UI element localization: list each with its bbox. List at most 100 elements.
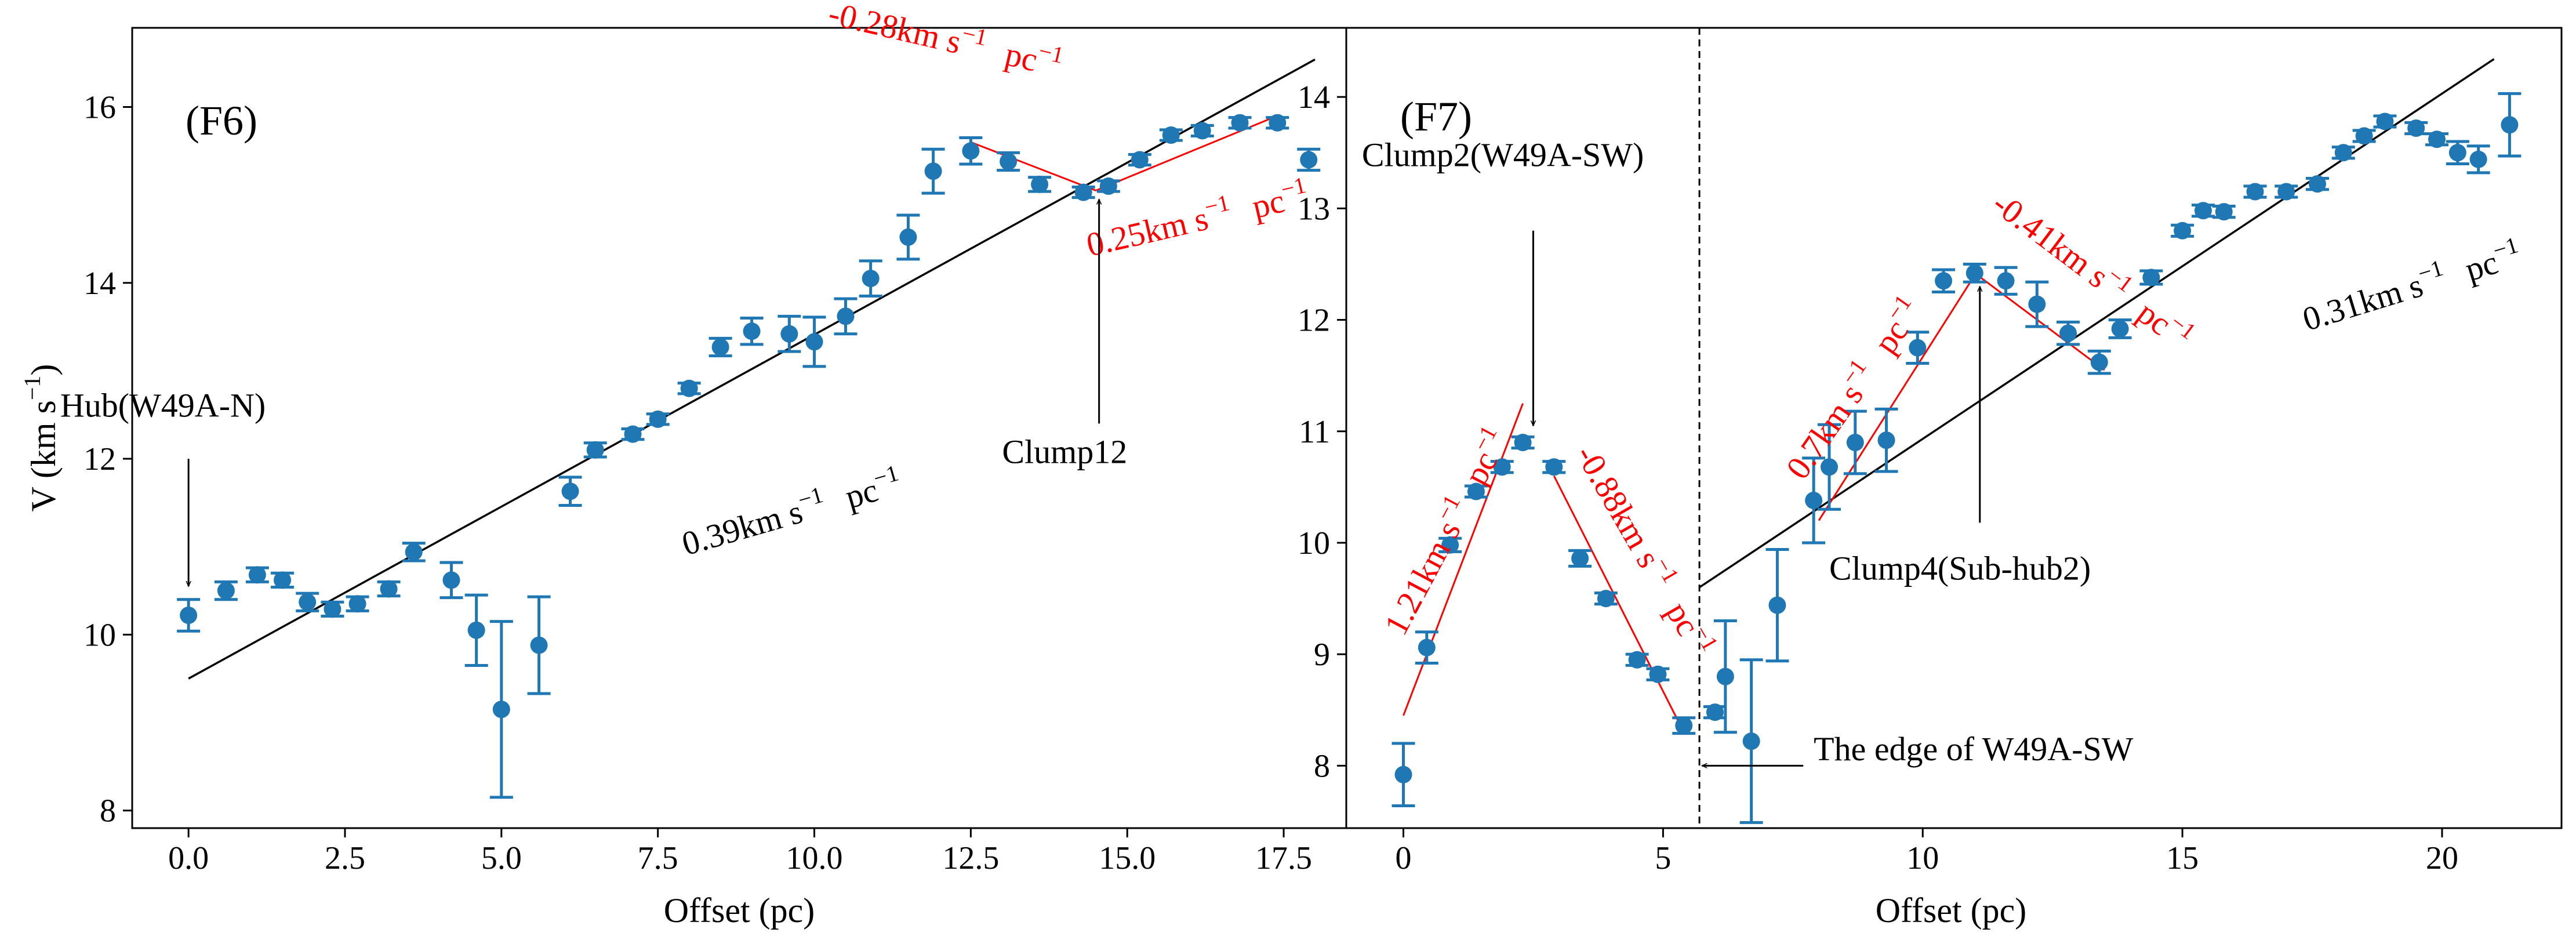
slope-unit-exponent: −1 [960, 20, 990, 50]
data-point [324, 600, 341, 618]
data-point [2028, 295, 2046, 313]
data-point [962, 142, 980, 160]
data-point [2174, 222, 2192, 240]
y-tick-label: 13 [1298, 191, 1330, 227]
slope-label: 0.39km s−1 pc−1 [677, 460, 906, 563]
panel-f7: Offset (pc) (F7) 0 5 10 15 20 8 9 10 11 12 13 14 1.2… [1298, 27, 2563, 930]
x-tick-label: 17.5 [1255, 840, 1312, 876]
data-point [1716, 667, 1734, 685]
data-point [1193, 122, 1211, 140]
data-point [2194, 202, 2212, 220]
axes-frame [131, 27, 1347, 829]
data-point [1571, 549, 1589, 567]
y-tick-label: 11 [1299, 414, 1330, 450]
data-point [1805, 491, 1823, 509]
data-point [2334, 144, 2352, 162]
x-tick-label: 10 [1906, 840, 1939, 876]
data-point [2501, 116, 2519, 134]
data-point [1597, 590, 1615, 608]
slope-unit-exponent: −1 [1036, 38, 1066, 68]
annotation-label: The edge of W49A-SW [1814, 730, 2134, 768]
data-point [1706, 703, 1724, 721]
data-point [180, 607, 198, 625]
x-axis-label: Offset (pc) [664, 891, 815, 930]
data-point [743, 322, 761, 340]
slope-value: 0.39km s [678, 492, 806, 563]
data-point [862, 270, 880, 288]
slope-label: -0.41km s−1pc−1 [1986, 180, 2201, 357]
data-point [2059, 324, 2077, 342]
data-point [1131, 151, 1149, 169]
data-point [1846, 433, 1864, 451]
fit-line-decline [970, 141, 1096, 191]
data-point [1877, 431, 1895, 449]
data-point [1493, 458, 1511, 476]
fit-line-rise-b [1818, 274, 1976, 521]
y-tick-label: 14 [1298, 79, 1330, 115]
data-point [1099, 177, 1117, 195]
slope-label: 0.31km s−1 pc−1 [2297, 231, 2526, 338]
data-point [1441, 536, 1459, 554]
x-axis-label: Offset (pc) [1876, 891, 2026, 930]
x-tick-label: 7.5 [638, 840, 678, 876]
data-point [1231, 114, 1249, 132]
data-point [1418, 638, 1436, 656]
fit-line-decline-b [1974, 272, 2105, 371]
data-point [2428, 130, 2446, 148]
y-tick-label: 12 [1298, 303, 1330, 339]
data-point [2215, 203, 2233, 221]
data-point [2246, 183, 2264, 201]
data-point [2355, 127, 2373, 145]
data-point [2142, 269, 2160, 286]
data-point [924, 162, 942, 180]
x-tick-label: 20 [2426, 840, 2458, 876]
slope-unit-pc: pc [1456, 445, 1505, 491]
x-tick-label: 0.0 [168, 840, 209, 876]
data-point [2469, 150, 2487, 168]
slope-value: 0.31km s [2298, 266, 2427, 338]
slope-label: 0.7km s−1pc−1 [1775, 290, 1930, 486]
data-point [1742, 732, 1760, 750]
axes-frame [1345, 27, 2563, 829]
y-tick-label: 10 [1298, 525, 1330, 561]
data-point [561, 482, 579, 500]
data-point [1000, 153, 1018, 170]
annotation-label: Clump2(W49A-SW) [1362, 136, 1644, 173]
y-tick-label: 9 [1314, 637, 1330, 673]
data-point [1628, 651, 1646, 669]
data-point [1467, 482, 1485, 500]
data-point [899, 228, 917, 246]
data-point [680, 379, 698, 397]
slope-unit-pc: pc [2131, 293, 2179, 343]
data-point [1394, 765, 1412, 783]
data-point [837, 307, 855, 325]
data-point [467, 621, 485, 639]
data-point [2111, 320, 2129, 338]
x-tick-label: 15.0 [1099, 840, 1156, 876]
fit-line-decline-a [1553, 475, 1685, 733]
data-point [1545, 458, 1563, 476]
data-point [1269, 114, 1287, 132]
data-point [217, 582, 235, 600]
y-tick-label: 8 [1314, 748, 1330, 784]
data-point [380, 580, 398, 598]
data-point [492, 701, 510, 719]
slope-unit-pc: pc [1866, 313, 1916, 360]
data-point [348, 595, 366, 613]
annotation-label: Clump4(Sub-hub2) [1829, 549, 2091, 587]
data-point [2407, 119, 2425, 137]
x-tick-label: 15 [2166, 840, 2199, 876]
data-point [2090, 353, 2108, 371]
data-point [1300, 151, 1318, 169]
data-point [1768, 596, 1786, 614]
data-point [1031, 175, 1049, 193]
x-tick-label: 10.0 [786, 840, 843, 876]
data-point [1074, 183, 1092, 201]
data-point [1514, 433, 1532, 451]
annotation-label: Clump12 [1002, 433, 1127, 471]
x-tick-label: 0 [1396, 840, 1412, 876]
y-axis-label: V (km s−1) [19, 364, 63, 512]
data-point [274, 571, 292, 589]
y-tick-label: 8 [100, 793, 116, 829]
